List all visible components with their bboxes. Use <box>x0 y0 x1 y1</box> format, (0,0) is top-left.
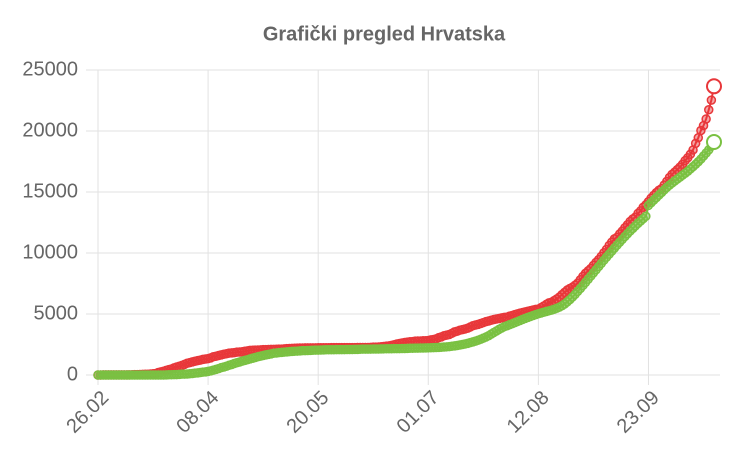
x-tick-label: 23.09 <box>613 387 664 438</box>
data-point <box>706 78 722 95</box>
y-tick-label: 0 <box>67 363 78 385</box>
data-point <box>696 125 706 136</box>
x-tick-label: 26.02 <box>62 387 113 438</box>
data-point <box>706 95 717 105</box>
x-tick-label: 20.05 <box>283 387 334 438</box>
data-point <box>641 211 651 222</box>
y-tick-label: 20000 <box>22 119 78 141</box>
y-tick-label: 10000 <box>22 241 78 263</box>
chart-title: Grafički pregled Hrvatska <box>263 23 506 45</box>
data-point <box>701 114 711 124</box>
x-tick-label: 01.07 <box>393 387 444 438</box>
data-point <box>706 133 722 150</box>
y-tick-label: 15000 <box>22 180 78 202</box>
y-tick-label: 25000 <box>22 58 78 80</box>
y-tick-label: 5000 <box>34 302 79 324</box>
x-tick-label: 12.08 <box>503 387 554 438</box>
data-point <box>704 105 714 115</box>
x-tick-label: 08.04 <box>172 387 223 438</box>
